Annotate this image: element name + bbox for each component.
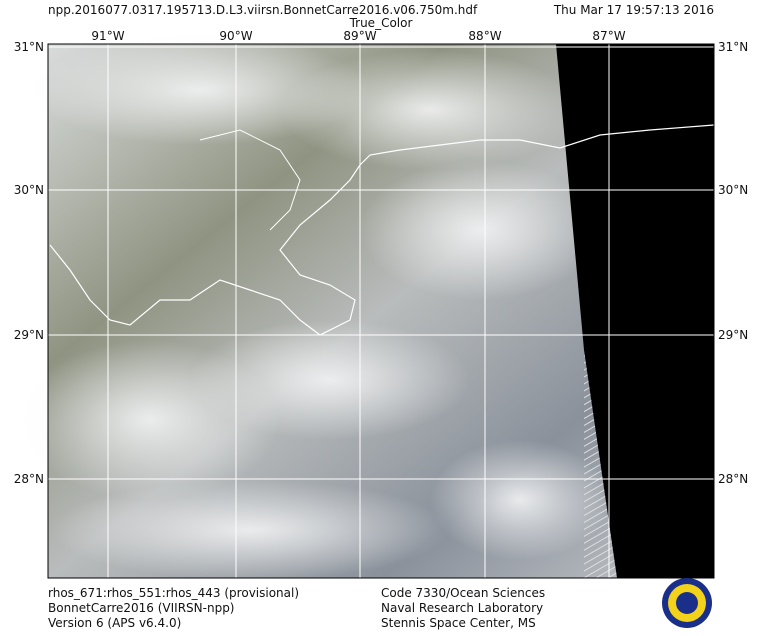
footer-center-line: Code 7330/Ocean Sciences — [381, 586, 545, 600]
latitude-label: 29°N — [14, 328, 44, 342]
satellite-image — [20, 35, 715, 580]
latitude-label: 30°N — [718, 183, 748, 197]
footer-left-line: Version 6 (APS v6.4.0) — [48, 616, 181, 630]
header-product: True_Color — [349, 16, 413, 30]
header-filename: npp.2016077.0317.195713.D.L3.viirsn.Bonn… — [48, 3, 478, 17]
footer-center-line: Naval Research Laboratory — [381, 601, 543, 615]
latitude-label: 28°N — [14, 472, 44, 486]
latitude-label: 28°N — [718, 472, 748, 486]
header-timestamp: Thu Mar 17 19:57:13 2016 — [553, 3, 714, 17]
longitude-label: 89°W — [343, 29, 376, 43]
latitude-label: 31°N — [718, 40, 748, 54]
footer-left-line: rhos_671:rhos_551:rhos_443 (provisional) — [48, 586, 299, 600]
latitude-label: 30°N — [14, 183, 44, 197]
graticule: 91°W 90°W 89°W 88°W 87°W 31°N 31°N 30°N 30°N 29°N… — [14, 29, 748, 579]
footer: rhos_671:rhos_551:rhos_443 (provisional)… — [48, 586, 545, 630]
latitude-label: 31°N — [14, 40, 44, 54]
footer-center-line: Stennis Space Center, MS — [381, 616, 536, 630]
map-frame — [47, 43, 715, 579]
latitude-label: 29°N — [718, 328, 748, 342]
nrl-logo — [662, 578, 712, 628]
longitude-label: 90°W — [219, 29, 252, 43]
longitude-label: 88°W — [468, 29, 501, 43]
longitude-label: 87°W — [592, 29, 625, 43]
longitude-label: 91°W — [91, 29, 124, 43]
footer-left-line: BonnetCarre2016 (VIIRSN-npp) — [48, 601, 235, 615]
